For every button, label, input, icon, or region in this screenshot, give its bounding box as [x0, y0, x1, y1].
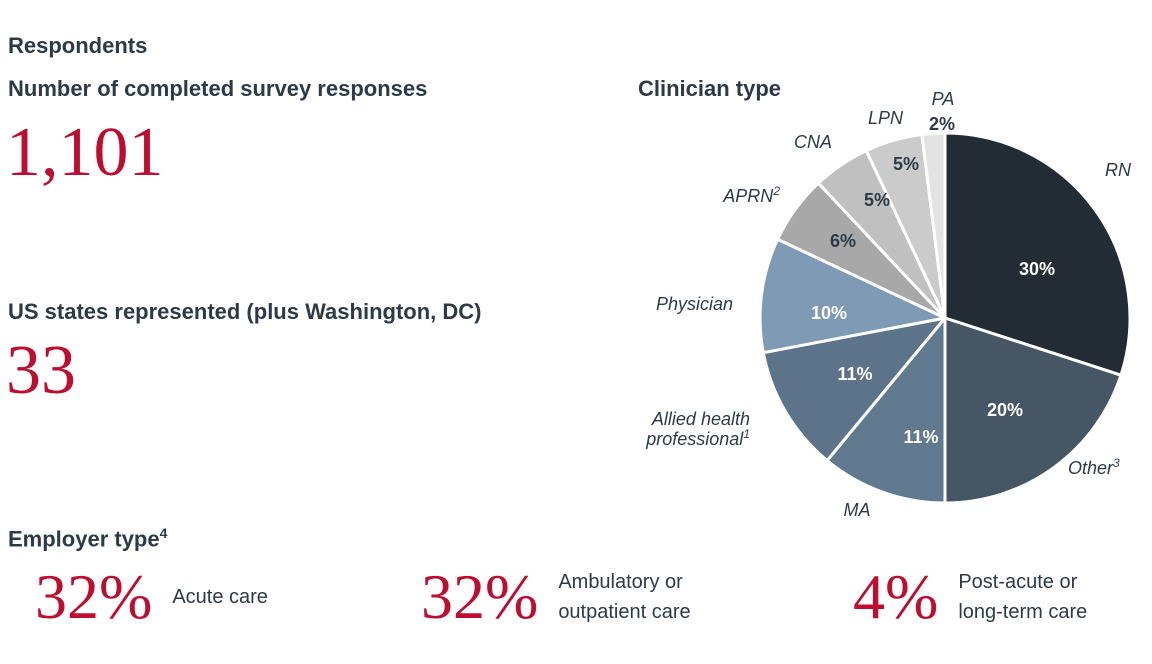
stat-states-label: US states represented (plus Washington, … [8, 299, 482, 324]
employer-metric-value: 4% [853, 561, 939, 632]
pie-name-label-other: Other3 [1068, 456, 1120, 478]
employer-metric-value: 32% [35, 561, 153, 632]
pie-pct-label-aprn: 6% [830, 231, 856, 251]
stat-states-value: 33 [6, 332, 76, 409]
employer-type-heading-text: Employer type [8, 526, 160, 552]
pie-slice-rn [943, 131, 1132, 377]
pie-pct-label-allied-health-professional: 11% [837, 364, 872, 384]
pie-pct-label-lpn: 5% [893, 154, 919, 174]
pie-name-label-aprn: APRN2 [722, 184, 780, 206]
employer-metric-acute-care: 32% Acute care [35, 565, 268, 629]
pie-slice-pa [920, 131, 947, 320]
employer-metric-value: 32% [421, 561, 539, 632]
clinician-type-panel: Clinician type 30% RN 20% Other3 11% MA 11% All… [600, 60, 1152, 540]
employer-metric-post-acute: 4% Post-acute or long-term care [853, 565, 1087, 629]
pie-name-label-lpn: LPN [868, 108, 904, 128]
employer-metric-label-line2: outpatient care [558, 601, 691, 623]
pie-name-label-pa: PA [932, 89, 955, 109]
pie-pct-label-physician: 10% [811, 303, 847, 323]
pie-name-label-rn: RN [1105, 160, 1132, 180]
pie-name-label-cna: CNA [794, 132, 832, 152]
pie-pct-label-pa: 2% [929, 114, 955, 134]
pie-slice-ma [825, 316, 947, 505]
employer-metric-label-line1: Post-acute or [958, 571, 1078, 593]
pie-name-label-allied-health-professional: Allied health professional1 [645, 409, 750, 449]
pie-pct-label-other: 20% [987, 400, 1023, 420]
clinician-pie-chart: 30% RN 20% Other3 11% MA 11% Allied health profe… [645, 89, 1132, 520]
stat-completed-responses-label: Number of completed survey responses [8, 76, 428, 101]
employer-metric-ambulatory: 32% Ambulatory or outpatient care [421, 565, 691, 629]
pie-slice-other [943, 316, 1123, 505]
stat-completed-responses-value: 1,101 [6, 114, 164, 191]
employer-metric-label: Acute care [172, 582, 268, 612]
clinician-type-chart-title: Clinician type [638, 76, 782, 101]
pie-pct-label-cna: 5% [864, 190, 890, 210]
employer-metric-label-line2: long-term care [958, 601, 1088, 623]
employer-type-heading: Employer type4 [8, 525, 167, 552]
respondents-section-title: Respondents [8, 33, 148, 58]
pie-pct-label-rn: 30% [1019, 259, 1055, 279]
employer-metric-label-line1: Ambulatory or [558, 571, 683, 593]
employer-metric-label: Post-acute or long-term care [958, 567, 1087, 627]
pie-name-label-ma: MA [844, 500, 871, 520]
pie-name-label-physician: Physician [656, 294, 733, 314]
pie-pct-label-ma: 11% [903, 427, 938, 447]
employer-metric-label-line1: Acute care [172, 586, 268, 608]
pie-slice-allied-health-professional [761, 316, 947, 463]
employer-metric-label: Ambulatory or outpatient care [558, 567, 690, 627]
pie-slice-physician [758, 237, 947, 355]
employer-type-heading-footnote: 4 [159, 525, 168, 541]
